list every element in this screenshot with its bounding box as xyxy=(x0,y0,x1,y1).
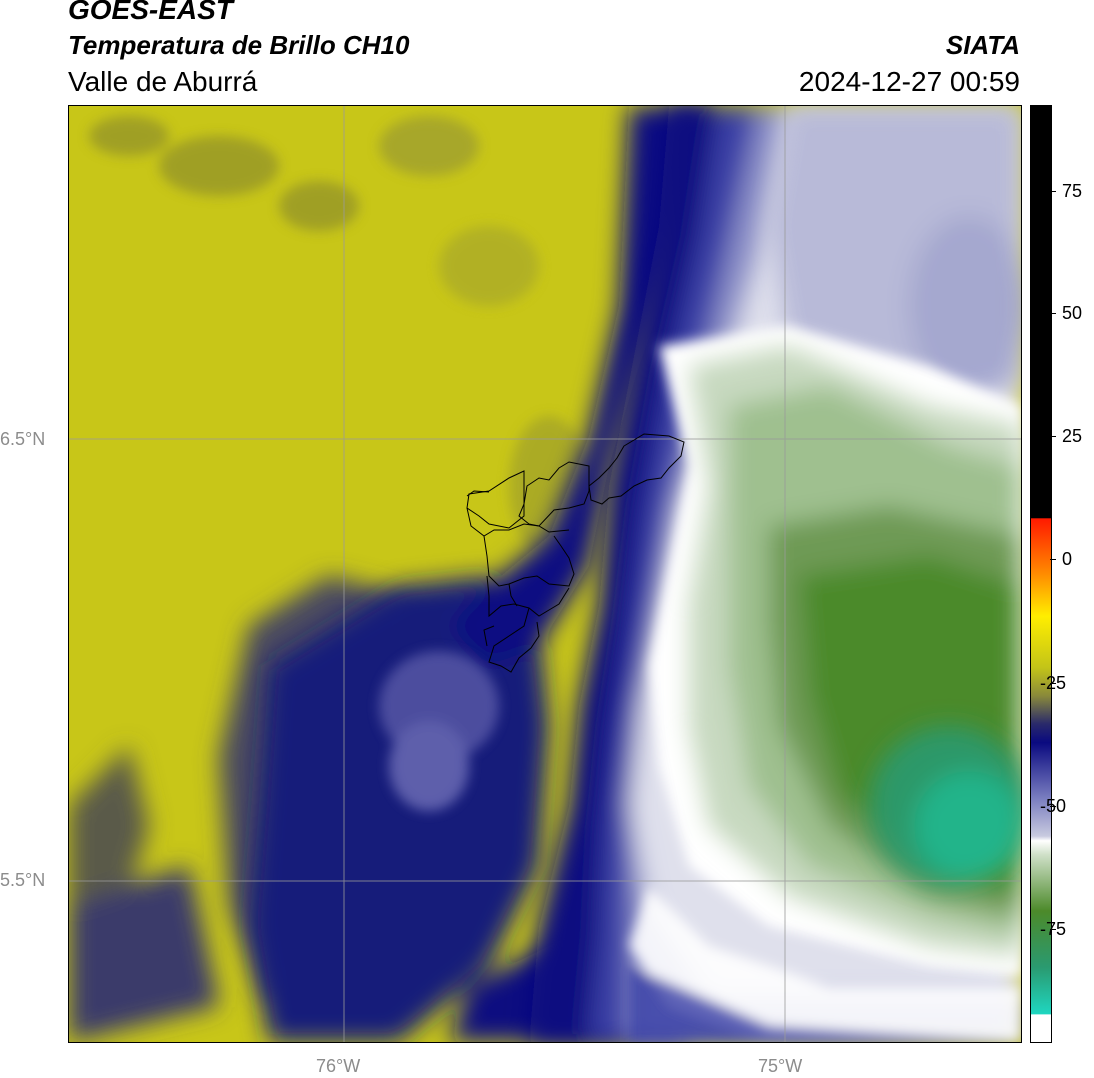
colorbar-tick-label: -75 xyxy=(1040,919,1067,939)
colorbar-tick-label: 50 xyxy=(1062,303,1083,323)
product-title: Temperatura de Brillo CH10 xyxy=(68,30,410,60)
region-label: Valle de Aburrá xyxy=(68,66,258,97)
colorbar-tick-label: -50 xyxy=(1040,796,1067,816)
colorbar-tick-label: 75 xyxy=(1062,181,1083,201)
municipality-boundaries xyxy=(466,433,685,673)
longitude-label-west: 76°W xyxy=(316,1056,361,1076)
timestamp-label: 2024-12-27 00:59 xyxy=(798,66,1020,97)
satellite-title: GOES-EAST xyxy=(68,0,233,25)
latitude-label-south: 5.5°N xyxy=(0,870,46,890)
colorbar-tick-label: -25 xyxy=(1040,673,1067,693)
colorbar-tick xyxy=(1050,683,1056,684)
colorbar-tick xyxy=(1050,436,1056,437)
colorbar-tick-label: 25 xyxy=(1062,426,1083,446)
colorbar-tick xyxy=(1050,313,1056,314)
colorbar-tick xyxy=(1050,191,1056,192)
colorbar-tick-label: 0 xyxy=(1062,549,1073,569)
colorbar-tick xyxy=(1050,929,1056,930)
colorbar-tick xyxy=(1050,559,1056,560)
brightness-temperature-field xyxy=(69,106,1021,1042)
latitude-label-north: 6.5°N xyxy=(0,429,46,449)
satellite-map[interactable] xyxy=(68,105,1022,1043)
organization-label: SIATA xyxy=(945,30,1020,60)
longitude-label-east: 75°W xyxy=(758,1056,803,1076)
colorbar-tick xyxy=(1050,806,1056,807)
temperature-colorbar xyxy=(1030,105,1052,1043)
